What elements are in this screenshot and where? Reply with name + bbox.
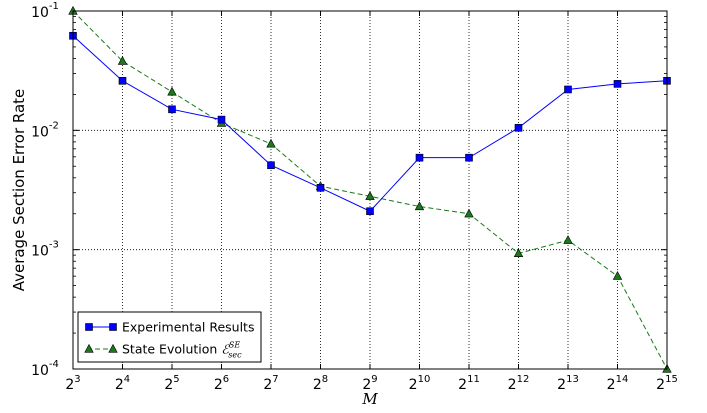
ticks: [72, 10, 668, 370]
x-tick-label: 215: [656, 374, 678, 393]
x-tick-label: 23: [65, 374, 80, 393]
data-point-triangle: [167, 86, 177, 96]
data-point-square: [267, 161, 275, 170]
data-point-square: [514, 124, 523, 132]
y-tick-label: 10-1: [31, 1, 59, 21]
legend: Experimental Results State Evolution ℰSE s…: [77, 311, 262, 363]
x-tick-label: 28: [313, 374, 328, 393]
x-tick-label: 214: [607, 374, 629, 393]
x-tick-label: 27: [263, 374, 278, 393]
data-point-square: [168, 105, 176, 114]
data-point-square: [118, 77, 127, 85]
data-point-triangle: [513, 248, 524, 258]
data-point-triangle: [266, 138, 276, 148]
data-point-triangle: [464, 208, 474, 218]
data-point-square: [366, 207, 374, 216]
x-tick-label: 25: [164, 374, 179, 393]
data-point-square: [564, 85, 572, 94]
data-point-triangle: [612, 271, 623, 280]
x-tick-label: 29: [362, 374, 377, 393]
data-point-triangle: [563, 235, 573, 244]
y-tick-label: 10-4: [31, 359, 59, 379]
legend-label: Experimental Results: [122, 320, 254, 335]
x-tick-label: 211: [458, 374, 480, 393]
y-tick-label: 10-3: [31, 240, 59, 260]
data-point-square: [415, 153, 424, 162]
legend-marker: [109, 323, 117, 331]
x-tick-label: 26: [214, 374, 229, 393]
x-tick-label: 24: [115, 374, 130, 393]
legend-marker: [84, 343, 94, 353]
data-point-square: [465, 153, 473, 162]
data-point-triangle: [365, 191, 375, 200]
x-tick-label: 213: [557, 374, 579, 393]
legend-entry: State Evolution ℰSE sec: [84, 341, 242, 360]
legend-box: [77, 311, 262, 363]
y-tick-label: 10-2: [31, 120, 59, 140]
legend-entry: Experimental Results: [85, 320, 254, 335]
grid-lines: [73, 11, 667, 369]
data-point-square: [613, 80, 622, 88]
data-point-square: [217, 115, 226, 124]
x-tick-label: 210: [409, 374, 431, 393]
data-point-triangle: [414, 201, 425, 211]
legend-label: State Evolution ℰSE sec: [122, 341, 242, 360]
legend-marker: [85, 323, 93, 331]
legend-marker: [108, 343, 118, 353]
data-point-square: [316, 183, 325, 192]
x-axis-title: M: [361, 390, 378, 408]
tick-labels: 23 24 25 26 27 28 29 210 211 212 213 214 215 10-4 10-3…: [31, 1, 678, 393]
x-tick-label: 212: [508, 374, 530, 393]
y-axis-title: Average Section Error Rate: [10, 89, 28, 292]
data-point-triangle: [117, 56, 128, 65]
